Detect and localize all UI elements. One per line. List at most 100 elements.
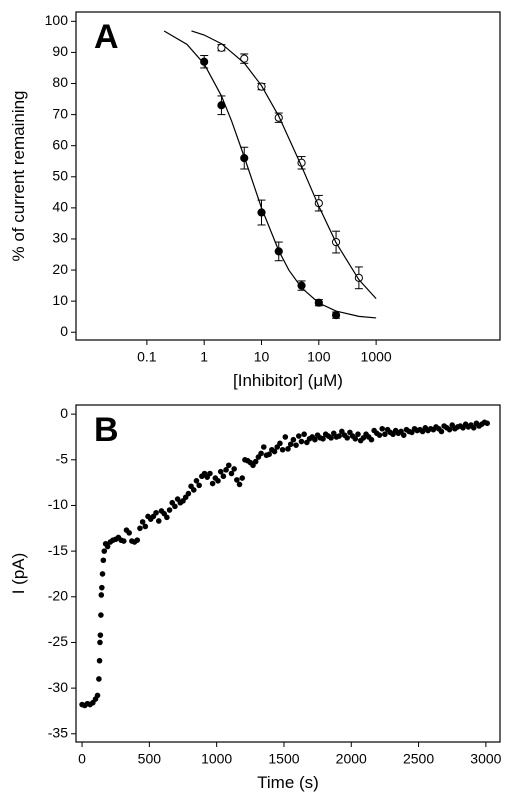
x-tick-label: 2500 <box>403 751 434 767</box>
data-point <box>236 481 243 488</box>
data-point <box>339 428 345 435</box>
data-point <box>164 514 170 521</box>
y-tick-label: 60 <box>52 136 68 152</box>
data-point <box>225 462 232 469</box>
data-point <box>99 571 106 577</box>
data-point <box>484 420 491 427</box>
data-point <box>320 435 326 442</box>
data-point <box>279 446 286 453</box>
y-axis-title: I (pA) <box>9 553 28 595</box>
x-tick-label: 0.1 <box>137 349 157 365</box>
y-tick-label: 70 <box>52 105 68 121</box>
data-point <box>470 425 477 431</box>
data-point <box>382 431 388 438</box>
x-tick-label: 10 <box>254 349 270 365</box>
data-point <box>188 483 194 490</box>
fit-curve <box>163 30 377 319</box>
data-point <box>312 436 318 443</box>
y-tick-label: 0 <box>60 405 68 421</box>
data-point <box>166 507 173 513</box>
data-point <box>196 482 202 489</box>
data-point <box>215 478 221 484</box>
data-point <box>120 538 127 544</box>
data-point <box>285 446 291 452</box>
data-point <box>101 548 108 554</box>
data-point <box>277 440 283 447</box>
x-axis-title: [Inhibitor] (μM) <box>233 371 343 390</box>
y-tick-label: -35 <box>48 724 68 740</box>
data-point <box>438 428 445 435</box>
data-point <box>190 487 197 493</box>
data-point <box>223 467 229 473</box>
data-point <box>419 428 426 435</box>
data-point <box>352 435 359 442</box>
data-point <box>409 429 415 436</box>
data-point <box>376 432 383 438</box>
y-tick-label: 30 <box>52 230 68 246</box>
data-point <box>100 557 107 564</box>
y-tick-label: -15 <box>48 542 68 558</box>
data-point <box>360 435 367 441</box>
x-tick-label: 3000 <box>470 751 501 767</box>
data-point <box>446 426 453 433</box>
y-tick-label: -30 <box>48 679 68 695</box>
data-point <box>98 592 105 598</box>
data-point <box>97 639 103 646</box>
data-point <box>180 498 186 504</box>
y-tick-label: -5 <box>56 450 69 466</box>
data-point <box>274 444 281 450</box>
data-point <box>368 436 375 443</box>
y-tick-label: 80 <box>52 74 68 90</box>
x-tick-label: 2000 <box>336 751 367 767</box>
data-point <box>174 496 181 502</box>
data-point <box>287 441 294 448</box>
data-point <box>293 442 299 448</box>
panel-label: B <box>94 411 119 449</box>
data-point <box>228 470 235 477</box>
data-point <box>182 494 189 501</box>
data-point <box>201 470 208 477</box>
data-point <box>139 519 146 525</box>
data-point <box>220 473 227 480</box>
data-point <box>449 422 456 428</box>
data-point <box>398 428 404 435</box>
x-tick-label: 500 <box>138 751 162 767</box>
data-point <box>150 513 157 520</box>
plot-frame <box>75 404 501 743</box>
y-tick-label: 50 <box>52 167 68 183</box>
y-tick-label: 90 <box>52 43 68 59</box>
data-point <box>297 281 306 290</box>
data-point <box>460 425 466 431</box>
data-point <box>400 432 407 438</box>
data-point <box>298 438 305 445</box>
data-point <box>258 450 264 457</box>
data-point <box>390 431 396 438</box>
data-point <box>282 434 289 440</box>
y-axis-title: % of current remaining <box>9 90 28 261</box>
data-point <box>379 425 386 432</box>
data-point <box>266 451 272 458</box>
data-point <box>209 480 216 487</box>
x-tick-label: 1000 <box>201 751 232 767</box>
data-point <box>331 311 341 320</box>
data-point <box>271 448 278 455</box>
data-point <box>137 525 143 532</box>
data-point <box>90 699 96 706</box>
data-point <box>231 466 237 472</box>
data-point <box>234 477 240 483</box>
y-tick-label: 0 <box>60 323 68 339</box>
data-point <box>301 431 307 438</box>
data-point <box>328 435 334 441</box>
data-point <box>304 439 310 446</box>
data-point <box>134 537 141 543</box>
data-point <box>153 509 159 516</box>
x-tick-label: 0 <box>78 751 86 767</box>
data-point <box>336 433 342 439</box>
plot-frame <box>75 11 501 341</box>
y-tick-label: -20 <box>48 587 68 603</box>
data-point <box>239 475 246 481</box>
y-tick-label: -25 <box>48 633 68 649</box>
data-point <box>207 470 213 477</box>
data-point <box>161 510 167 517</box>
